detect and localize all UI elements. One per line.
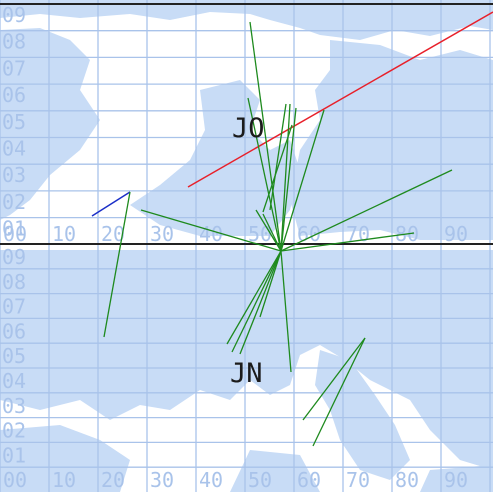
y-tick-label: 03: [2, 163, 26, 187]
x-tick-label: 70: [346, 468, 370, 492]
x-tick-label: 00: [3, 468, 27, 492]
y-tick-label: 09: [2, 3, 26, 27]
contact-line: [226, 250, 282, 345]
contact-line: [280, 169, 453, 252]
y-tick-label: 04: [2, 137, 26, 161]
contact-line: [280, 107, 297, 252]
x-tick-label: 90: [444, 468, 468, 492]
square-label-upper: JO: [232, 113, 265, 144]
y-tick-label: 07: [2, 295, 26, 319]
contact-line: [239, 250, 282, 355]
contact-line: [140, 209, 282, 252]
x-tick-label: 90: [444, 222, 468, 246]
x-tick-label: 40: [199, 468, 223, 492]
x-tick-label: 20: [101, 468, 125, 492]
contact-line: [231, 250, 282, 353]
contact-line: [280, 232, 415, 252]
x-tick-label: 40: [199, 222, 223, 246]
contact-line: [262, 213, 282, 252]
contact-line: [249, 21, 282, 252]
x-tick-label: 30: [150, 222, 174, 246]
contact-line: [280, 250, 292, 373]
x-tick-label: 10: [52, 222, 76, 246]
y-tick-label: 02: [2, 190, 26, 214]
y-tick-label: 03: [2, 394, 26, 418]
x-tick-label: 70: [346, 222, 370, 246]
y-tick-label: 05: [2, 110, 26, 134]
x-tick-label: 80: [395, 468, 419, 492]
y-tick-label: 08: [2, 270, 26, 294]
y-tick-label: 04: [2, 369, 26, 393]
y-tick-label: 09: [2, 245, 26, 269]
y-tick-label: 01: [2, 443, 26, 467]
y-tick-label: 06: [2, 319, 26, 343]
contact-line: [280, 109, 325, 252]
y-tick-label: 06: [2, 83, 26, 107]
contact-line: [269, 103, 287, 211]
contact-line: [302, 337, 366, 421]
x-tick-label: 60: [297, 468, 321, 492]
red-path-line: [187, 11, 493, 188]
y-tick-label: 02: [2, 419, 26, 443]
x-tick-label: 00: [3, 222, 27, 246]
x-tick-label: 30: [150, 468, 174, 492]
y-tick-label: 07: [2, 56, 26, 80]
x-tick-label: 10: [52, 468, 76, 492]
x-tick-label: 50: [248, 468, 272, 492]
contact-line: [255, 209, 282, 252]
contact-line: [280, 103, 291, 252]
y-tick-label: 08: [2, 30, 26, 54]
blue-path-line: [91, 191, 131, 217]
square-label-lower: JN: [230, 358, 263, 389]
y-tick-label: 05: [2, 344, 26, 368]
y-tick-label: 01: [2, 217, 26, 241]
contact-lines: [103, 21, 453, 447]
contact-line: [312, 337, 366, 447]
contact-line: [103, 191, 131, 338]
contact-line: [259, 250, 282, 318]
contact-line: [262, 124, 293, 213]
contact-line: [247, 97, 282, 252]
